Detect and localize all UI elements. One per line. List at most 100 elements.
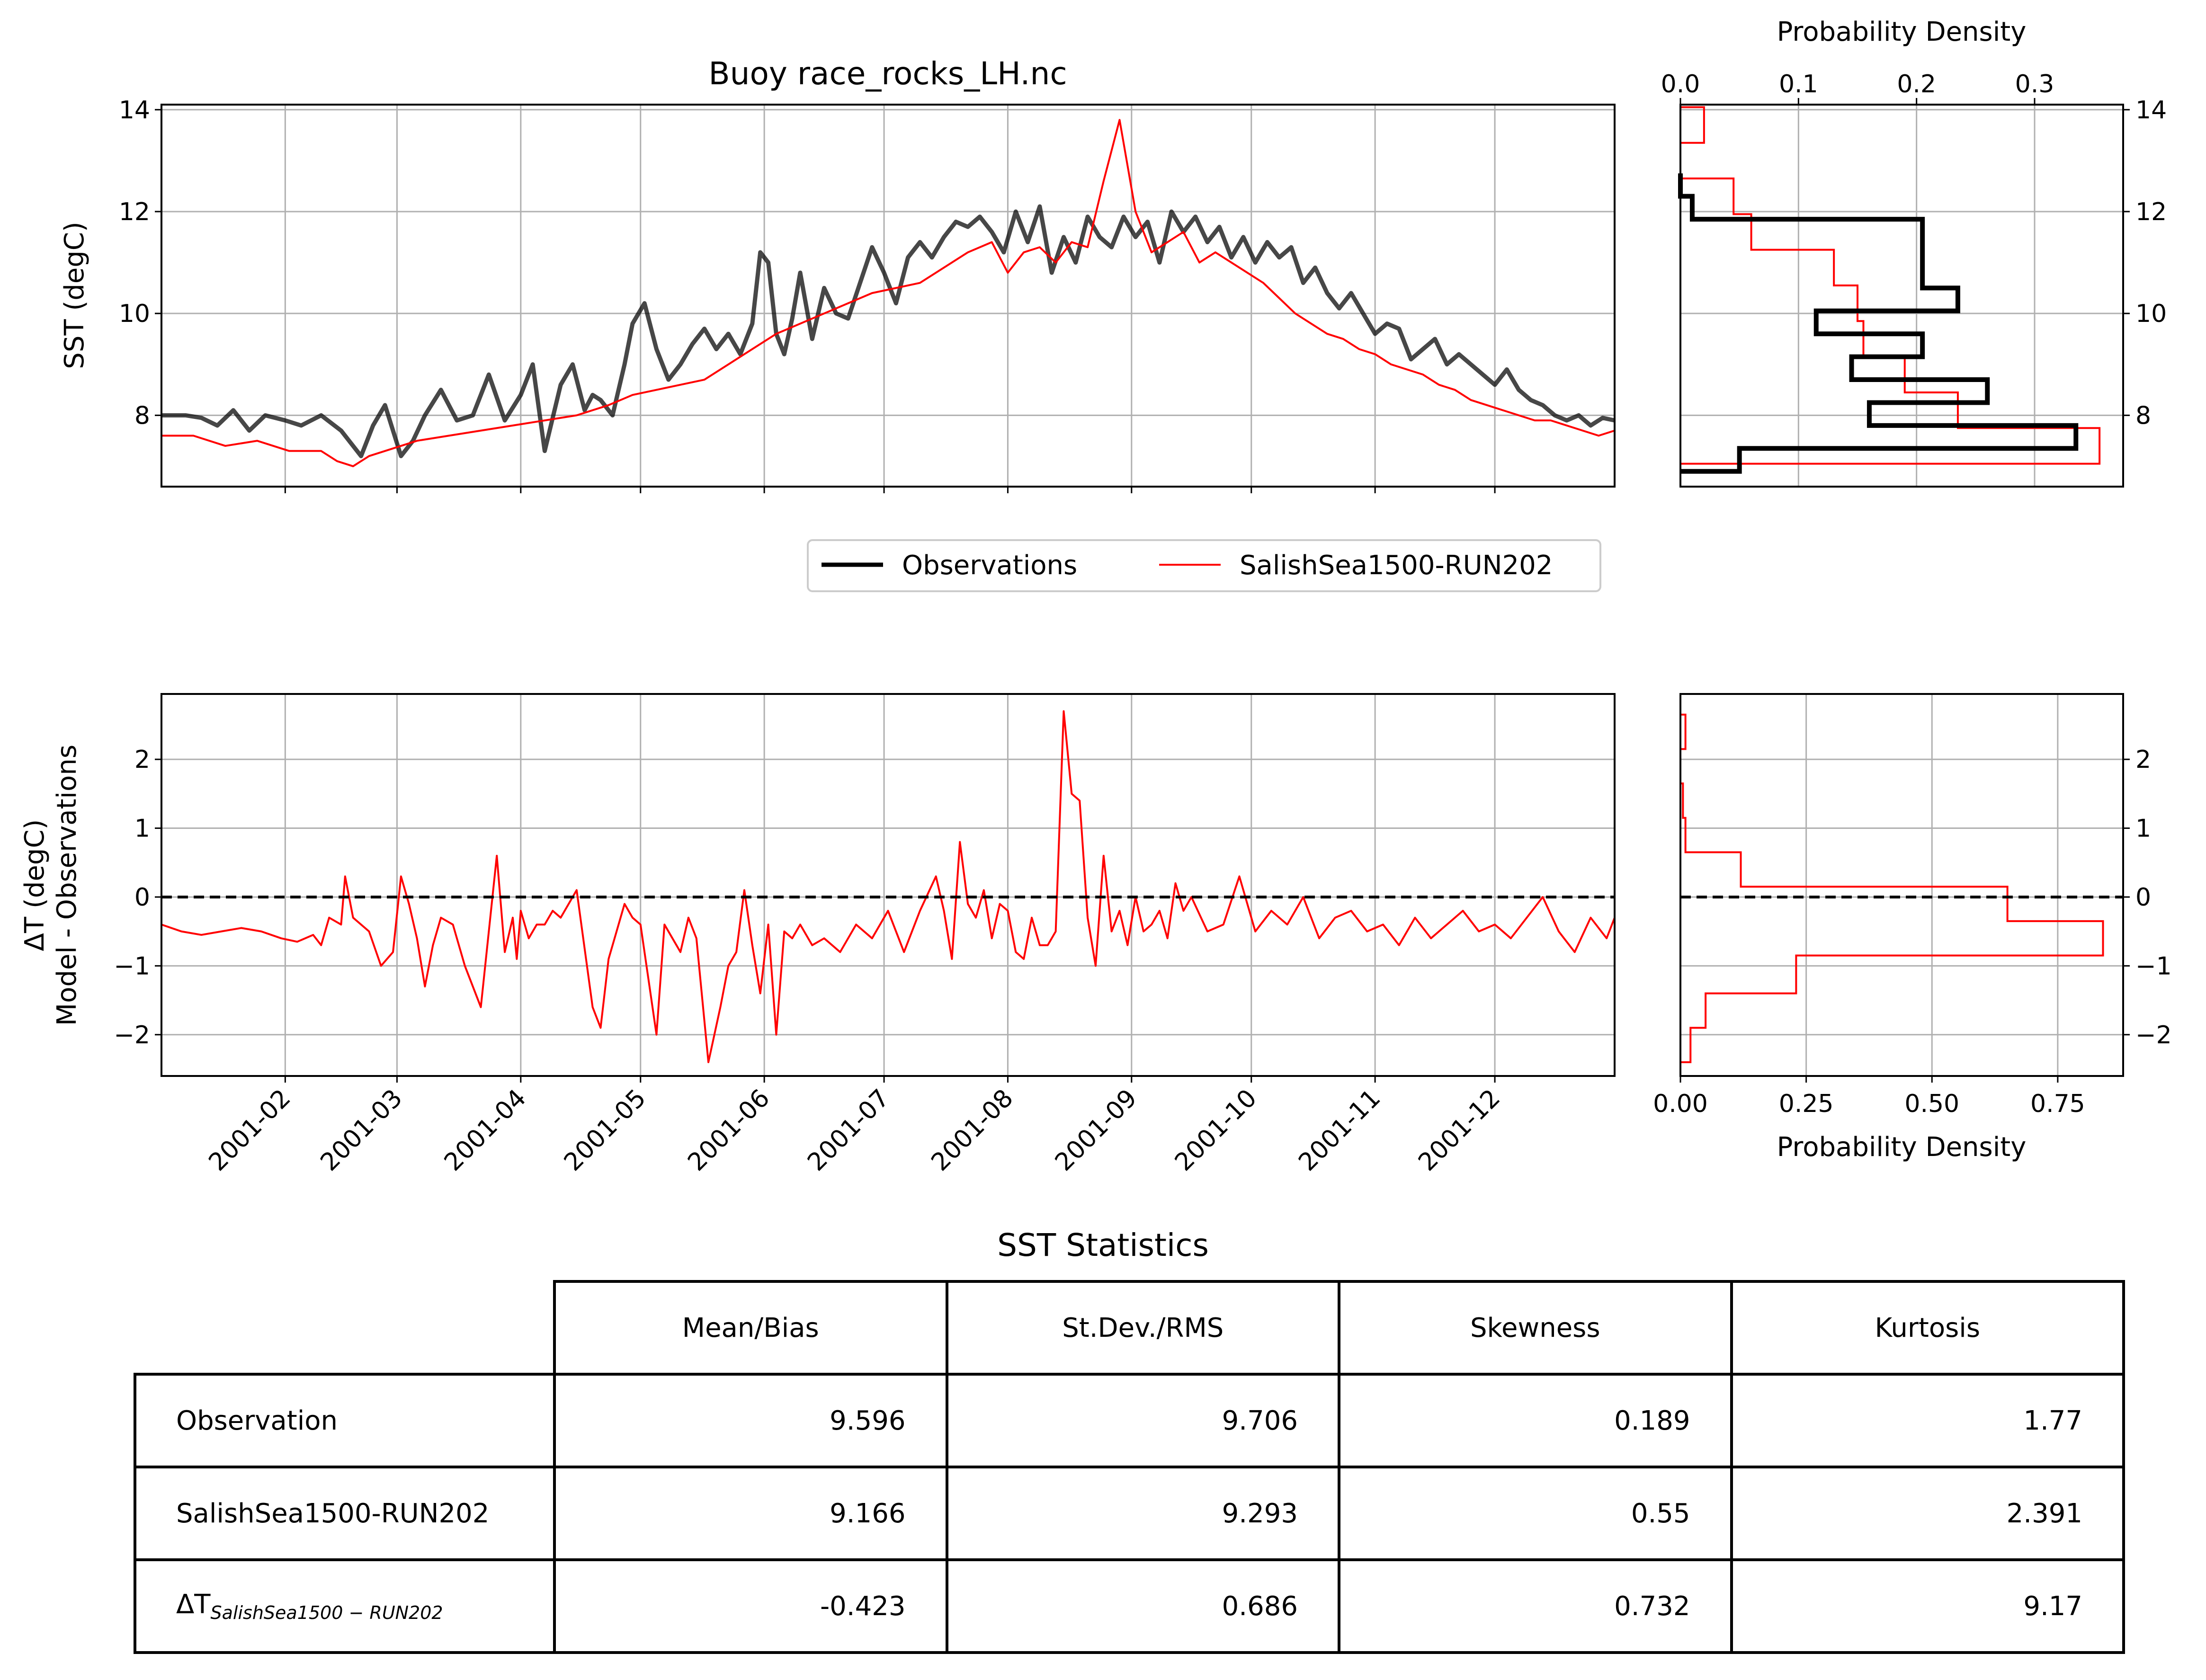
- deltat-hist-series: [1679, 713, 2123, 1063]
- stats-header-kurtosis: Kurtosis: [1730, 1280, 2125, 1376]
- deltat-hist-grid: [1679, 694, 2123, 1076]
- deltat-xtick-label: 2001-06: [682, 1084, 775, 1177]
- stats-header-mean: Mean/Bias: [553, 1280, 948, 1376]
- deltat-hist-yticks: −2 −1 0 1 2: [2123, 746, 2172, 1049]
- stats-cell: 9.596: [553, 1373, 948, 1468]
- sst-hist-xtick-label: 0.2: [1897, 70, 1936, 98]
- stats-cell: 9.17: [1730, 1558, 2125, 1654]
- deltat-hist-ytick-label: 2: [2135, 746, 2151, 774]
- deltat-xtick-label: 2001-10: [1170, 1084, 1262, 1177]
- sst-hist-ytick-label: 10: [2135, 300, 2167, 328]
- stats-row-label-symbol: ΔT: [176, 1589, 211, 1620]
- deltat-ytick-label: −2: [114, 1021, 150, 1049]
- sst-timeseries-panel: Buoy race_rocks_LH.nc 8 10 12 14 SST (degC): [59, 55, 1616, 493]
- deltat-xticks: 2001-02 2001-03 2001-04 2001-05 2001-06 2001-…: [203, 1076, 1506, 1177]
- deltat-xtick-label: 2001-12: [1413, 1084, 1506, 1177]
- deltat-xtick-label: 2001-02: [203, 1084, 296, 1177]
- stats-row-deltat: ΔTSalishSea1500 − RUN202 -0.423 0.686 0.…: [134, 1558, 2125, 1654]
- sst-hist-xticks: 0.0 0.1 0.2 0.3: [1661, 70, 2054, 105]
- stats-cell: 9.166: [553, 1466, 948, 1561]
- deltat-xtick-label: 2001-11: [1293, 1084, 1386, 1177]
- sst-hist-frame: [1679, 104, 2124, 488]
- sst-ylabel: SST (degC): [59, 222, 90, 369]
- stats-cell: 2.391: [1730, 1466, 2125, 1561]
- sst-hist-xtick-label: 0.1: [1779, 70, 1818, 98]
- stats-header-row: Mean/Bias St.Dev./RMS Skewness Kurtosis: [135, 1280, 2125, 1376]
- deltat-hist-xtick-label: 0.25: [1779, 1090, 1834, 1118]
- sst-series-group: [161, 119, 1615, 467]
- stats-cell: 0.732: [1338, 1558, 1733, 1654]
- deltat-hist-xtick-label: 0.75: [2030, 1090, 2085, 1118]
- deltat-hist-xticks: 0.00 0.25 0.50 0.75: [1653, 1076, 2085, 1118]
- legend: Observations SalishSea1500-RUN202: [807, 539, 1601, 592]
- deltat-ytick-label: 2: [134, 746, 150, 774]
- stats-header-skewness: Skewness: [1338, 1280, 1733, 1376]
- stats-row-label: ΔTSalishSea1500 − RUN202: [134, 1558, 556, 1654]
- deltat-hist-xtick-label: 0.00: [1653, 1090, 1708, 1118]
- deltat-hist-ytick-label: −2: [2135, 1021, 2172, 1049]
- sst-plot-frame: [161, 104, 1616, 488]
- legend-observations-label: Observations: [902, 550, 1077, 581]
- deltat-hist-ytick-label: −1: [2135, 952, 2172, 980]
- deltat-model-line: [161, 710, 1616, 1063]
- sst-histogram-panel: 0.0 0.1 0.2 0.3 8 10 12 14 Probability Density: [1661, 17, 2167, 488]
- deltat-yticks: −2 −1 0 1 2: [114, 746, 161, 1049]
- legend-model-label: SalishSea1500-RUN202: [1240, 550, 1553, 581]
- deltat-hist-ytick-label: 0: [2135, 883, 2151, 912]
- sst-hist-yticks: 8 10 12 14: [2123, 96, 2167, 430]
- deltat-series-group: [161, 710, 1616, 1063]
- sst-hist-ytick-label: 8: [2135, 401, 2151, 430]
- observations-histogram: [1678, 173, 2079, 474]
- stats-header-stdev: St.Dev./RMS: [945, 1280, 1340, 1376]
- deltat-xtick-label: 2001-09: [1050, 1084, 1143, 1177]
- sst-hist-ytick-label: 14: [2135, 96, 2167, 124]
- deltat-grid: [161, 694, 1615, 1076]
- sst-ytick-label: 14: [119, 96, 150, 124]
- sst-hist-ytick-label: 12: [2135, 198, 2167, 226]
- deltat-xtick-label: 2001-05: [559, 1084, 652, 1177]
- stats-table-title: SST Statistics: [997, 1227, 1209, 1263]
- sst-chart-title: Buoy race_rocks_LH.nc: [708, 55, 1067, 92]
- deltat-histogram-panel: 0.00 0.25 0.50 0.75 −2 −1 0 1 2 Probability Den…: [1653, 693, 2172, 1163]
- stats-table: Mean/Bias St.Dev./RMS Skewness Kurtosis …: [134, 1280, 2125, 1654]
- deltat-ytick-label: −1: [114, 952, 150, 980]
- model-line: [161, 119, 1615, 467]
- deltat-ylabel-secondary: Model - Observations: [52, 745, 82, 1026]
- sst-hist-xlabel: Probability Density: [1777, 17, 2027, 47]
- stats-corner-cell: [135, 1281, 556, 1376]
- model-histogram: [1679, 106, 2101, 465]
- sst-hist-series: [1678, 106, 2101, 474]
- stats-row-model: SalishSea1500-RUN202 9.166 9.293 0.55 2.…: [134, 1466, 2125, 1561]
- deltat-xtick-label: 2001-04: [439, 1084, 532, 1177]
- stats-row-observation: Observation 9.596 9.706 0.189 1.77: [134, 1373, 2125, 1468]
- deltat-histogram: [1679, 713, 2104, 1063]
- stats-cell: 0.55: [1338, 1466, 1733, 1561]
- deltat-hist-ytick-label: 1: [2135, 815, 2151, 843]
- deltat-hist-xlabel: Probability Density: [1777, 1132, 2027, 1163]
- stats-cell: 0.189: [1338, 1373, 1733, 1468]
- deltat-xtick-label: 2001-03: [315, 1084, 408, 1177]
- sst-ytick-label: 8: [134, 401, 150, 430]
- sst-hist-grid: [1679, 105, 2123, 487]
- stats-cell: 9.293: [945, 1466, 1340, 1561]
- stats-row-label: Observation: [134, 1373, 556, 1468]
- sst-grid: [161, 105, 1615, 487]
- stats-row-label: SalishSea1500-RUN202: [134, 1466, 556, 1561]
- deltat-xtick-label: 2001-07: [802, 1084, 895, 1177]
- deltat-ylabel: ΔT (degC): [19, 819, 50, 951]
- sst-ytick-label: 12: [119, 198, 150, 226]
- stats-cell: -0.423: [553, 1558, 948, 1654]
- deltat-ytick-label: 1: [134, 815, 150, 843]
- deltat-hist-xtick-label: 0.50: [1904, 1090, 1959, 1118]
- observations-line: [161, 204, 1615, 458]
- stats-cell: 0.686: [945, 1558, 1340, 1654]
- sst-hist-xtick-label: 0.0: [1661, 70, 1700, 98]
- sst-yticks: 8 10 12 14: [119, 96, 161, 430]
- sst-hist-xtick-label: 0.3: [2015, 70, 2054, 98]
- stats-cell: 9.706: [945, 1373, 1340, 1468]
- deltat-plot-frame: [161, 693, 1616, 1077]
- deltat-ytick-label: 0: [134, 883, 150, 912]
- stats-cell: 1.77: [1730, 1373, 2125, 1468]
